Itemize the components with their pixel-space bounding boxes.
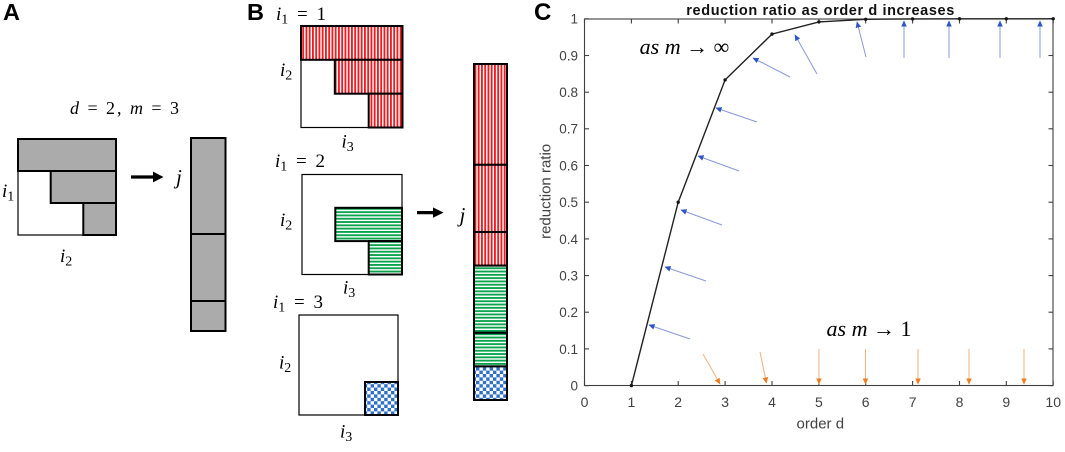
svg-text:i1 = 2: i1 = 2 (275, 151, 325, 175)
svg-text:1: 1 (628, 394, 636, 410)
svg-text:as m → 1: as m → 1 (827, 316, 912, 341)
svg-text:reduction ratio: reduction ratio (538, 144, 555, 239)
svg-text:10: 10 (1045, 394, 1061, 410)
svg-text:i2: i2 (280, 210, 292, 234)
svg-text:i3: i3 (340, 422, 352, 446)
svg-text:reduction ratio as order d inc: reduction ratio as order d increases (686, 3, 954, 19)
svg-text:order d: order d (797, 416, 845, 433)
svg-text:8: 8 (956, 394, 964, 410)
svg-text:d = 2, m = 3: d = 2, m = 3 (70, 98, 179, 118)
svg-text:5: 5 (815, 394, 823, 410)
svg-text:4: 4 (768, 394, 776, 410)
svg-text:A: A (3, 0, 20, 25)
svg-text:0: 0 (581, 394, 589, 410)
svg-text:i2: i2 (60, 246, 72, 270)
svg-text:0.9: 0.9 (559, 48, 578, 63)
svg-text:i3: i3 (343, 278, 355, 302)
svg-text:0.5: 0.5 (559, 195, 578, 210)
svg-text:B: B (247, 0, 264, 25)
svg-text:0.4: 0.4 (559, 232, 578, 247)
svg-text:i2: i2 (280, 60, 292, 84)
svg-text:C: C (534, 0, 551, 26)
svg-text:i1: i1 (2, 181, 14, 205)
svg-text:0.2: 0.2 (559, 305, 578, 320)
svg-text:2: 2 (674, 394, 682, 410)
svg-text:i1 = 3: i1 = 3 (273, 292, 323, 316)
svg-text:9: 9 (1002, 394, 1010, 410)
svg-text:i1 = 1: i1 = 1 (276, 4, 326, 28)
svg-text:i2: i2 (279, 353, 291, 377)
svg-text:as m → ∞: as m → ∞ (640, 34, 730, 59)
svg-text:7: 7 (909, 394, 917, 410)
svg-text:i3: i3 (342, 132, 354, 156)
svg-text:0: 0 (570, 379, 578, 394)
svg-text:3: 3 (721, 394, 729, 410)
svg-text:1: 1 (570, 12, 578, 27)
svg-text:0.1: 0.1 (559, 342, 578, 357)
svg-text:0.8: 0.8 (559, 85, 578, 100)
svg-text:0.7: 0.7 (559, 122, 578, 137)
svg-text:j: j (457, 203, 466, 227)
svg-text:6: 6 (862, 394, 870, 410)
svg-text:j: j (173, 165, 182, 189)
svg-text:0.3: 0.3 (559, 269, 578, 284)
svg-text:0.6: 0.6 (559, 158, 578, 173)
